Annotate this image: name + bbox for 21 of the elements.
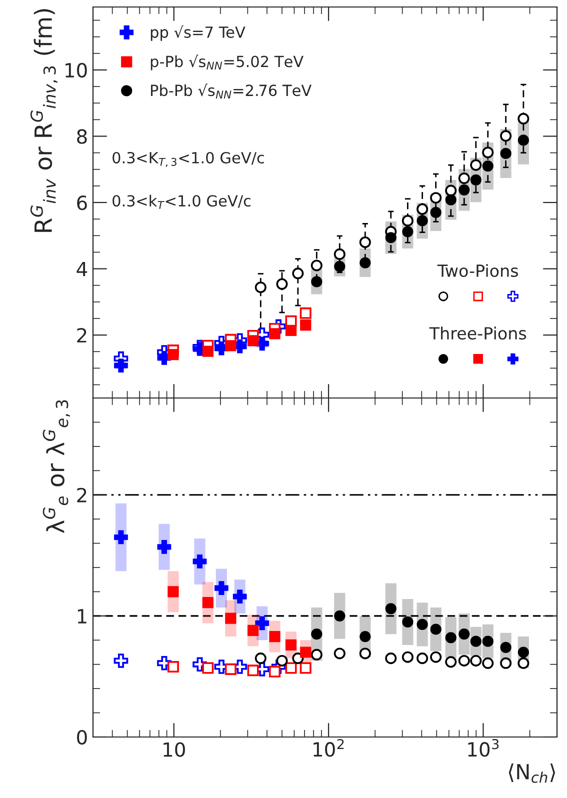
y-tick-label: 4: [76, 262, 88, 276]
x-tick-label: 10: [164, 742, 185, 757]
annotation: 0.3<K$_{T,3}$<1.0 GeV/c: [112, 152, 264, 168]
y-tick-label: 10: [66, 62, 87, 78]
y-axis-title: R$^{G}$$_{inv}$ or R$^{G}$$_{inv,3}$ (fm): [30, 9, 58, 232]
x-axis-title: ⟨N$_{ch}$⟩: [508, 763, 556, 783]
y-axis-title: λ$^{G}$$_{e}$ or λ$^{G}$$_{e,3}$: [42, 400, 70, 534]
x-tick-label: 10$^{2}$: [314, 738, 344, 757]
legend-label: p-Pb √s$_{NN}$=5.02 TeV: [150, 54, 304, 70]
annotation: Two-Pions: [437, 264, 518, 278]
annotation: 0.3<k$_{T}$<1.0 GeV/c: [112, 194, 250, 209]
x-tick-label: 10$^{3}$: [468, 738, 499, 757]
y-tick-label: 6: [77, 195, 87, 210]
y-tick-label: 2: [77, 328, 86, 342]
y-tick-label: 2: [77, 488, 86, 502]
annotation: Three-Pions: [429, 326, 526, 340]
legend-label: pp √s=7 TeV: [150, 25, 246, 41]
y-tick-label: 1: [78, 609, 86, 624]
legend-label: Pb-Pb √s$_{NN}$=2.76 TeV: [151, 84, 312, 98]
y-tick-label: 8: [77, 129, 87, 144]
y-tick-label: 0: [77, 730, 87, 745]
